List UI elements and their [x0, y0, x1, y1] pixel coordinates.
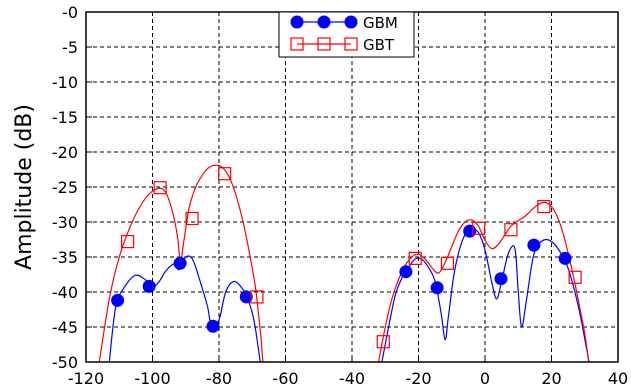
gbt-marker	[153, 181, 167, 195]
gbm-marker	[558, 251, 572, 265]
gbm-marker	[399, 265, 413, 279]
gbt-marker	[537, 200, 551, 214]
legend-marker-gbm	[290, 15, 304, 29]
gbt-marker	[120, 235, 135, 249]
gbt-marker	[568, 270, 582, 284]
legend-marker-gbt	[290, 37, 304, 51]
y-tick-label: -5	[62, 38, 78, 57]
x-axis-ticks: -120 -100 -80 -60 -40 -20 0 20 40	[68, 356, 628, 388]
y-tick-label: -25	[52, 178, 78, 197]
gbm-marker	[463, 224, 477, 238]
legend-marker-gbt	[344, 37, 358, 51]
gbt-marker	[440, 256, 455, 270]
gbt-curve	[98, 164, 264, 362]
gbm-marker	[142, 279, 156, 293]
series-markers	[111, 167, 582, 349]
x-tick-label: 0	[480, 369, 490, 388]
gbm-marker	[430, 281, 444, 295]
x-tick-label: 40	[608, 369, 628, 388]
x-tick-label: 20	[541, 369, 561, 388]
gbm-marker	[111, 293, 125, 307]
x-tick-label: -20	[405, 369, 431, 388]
y-axis-label: Amplitude (dB)	[12, 104, 37, 270]
legend-marker-gbt	[317, 37, 331, 51]
x-tick-label: -100	[134, 369, 170, 388]
y-tick-label: -20	[52, 143, 78, 162]
y-tick-label: -0	[62, 3, 78, 22]
gbm-marker	[527, 238, 541, 252]
y-tick-label: -10	[52, 73, 78, 92]
legend-label-gbm: GBM	[363, 14, 398, 32]
legend-marker-gbm	[344, 15, 358, 29]
legend: GBM GBT	[278, 11, 415, 58]
gbt-marker	[218, 167, 232, 181]
x-tick-label: -120	[68, 369, 104, 388]
gbm-marker	[494, 272, 508, 286]
y-tick-label: -45	[52, 318, 78, 337]
y-tick-label: -50	[52, 353, 78, 372]
gbm-curve	[108, 255, 261, 362]
gbm-marker	[206, 319, 220, 333]
y-tick-label: -15	[52, 108, 78, 127]
legend-marker-gbm	[317, 15, 331, 29]
gbt-marker	[408, 251, 422, 265]
gbt-marker	[504, 223, 518, 237]
gbt-marker	[472, 221, 486, 235]
gbt-curve	[378, 201, 590, 362]
y-tick-label: -30	[52, 213, 78, 232]
x-tick-label: -40	[339, 369, 365, 388]
gbt-marker	[250, 290, 264, 304]
y-tick-label: -35	[52, 248, 78, 267]
x-tick-label: -60	[272, 369, 298, 388]
grid-lines	[86, 12, 618, 362]
gbm-marker	[173, 256, 187, 270]
legend-label-gbt: GBT	[363, 36, 395, 54]
x-tick-label: -80	[206, 369, 232, 388]
y-tick-label: -40	[52, 283, 78, 302]
gbt-marker	[376, 335, 390, 349]
gbm-marker	[239, 290, 253, 304]
gbt-marker	[185, 211, 199, 226]
y-axis-ticks: -0 -5 -10 -15 -20 -25 -30 -35 -40 -45 -50	[52, 3, 92, 372]
